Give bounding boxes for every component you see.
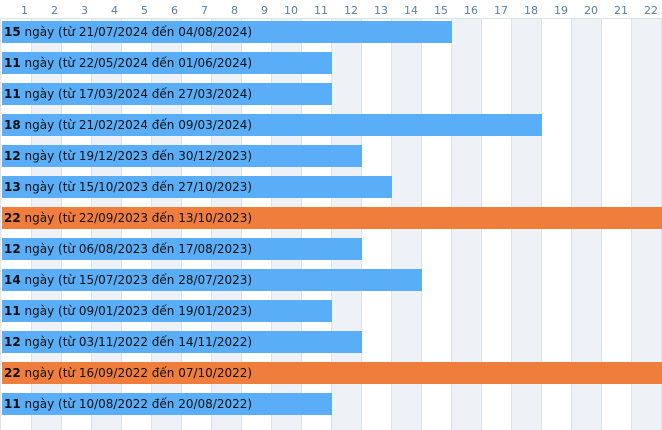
- bar-value: 11: [4, 87, 21, 101]
- bar: [2, 145, 362, 167]
- x-tick-label: 8: [231, 4, 238, 17]
- x-tick-label: 12: [344, 4, 358, 17]
- x-tick-label: 3: [81, 4, 88, 17]
- bar: [2, 393, 332, 415]
- x-tick-label: 5: [141, 4, 148, 17]
- bar-date-range: ngày (từ 10/08/2022 đến 20/08/2022): [20, 397, 253, 411]
- bar-value: 15: [4, 25, 21, 39]
- x-tick-label: 13: [374, 4, 388, 17]
- bar-value: 18: [4, 118, 21, 132]
- bar: [2, 21, 452, 43]
- x-tick-label: 15: [434, 4, 448, 17]
- bar: [2, 300, 332, 322]
- bar-label: 15 ngày (từ 21/07/2024 đến 04/08/2024): [4, 21, 252, 43]
- bar: [2, 331, 362, 353]
- x-tick-label: 20: [584, 4, 598, 17]
- x-tick-label: 21: [614, 4, 628, 17]
- x-tick-label: 9: [261, 4, 268, 17]
- bar-label: 11 ngày (từ 10/08/2022 đến 20/08/2022): [4, 393, 252, 415]
- bar-value: 11: [4, 304, 21, 318]
- x-tick-label: 17: [494, 4, 508, 17]
- bar-value: 12: [4, 242, 21, 256]
- bar-date-range: ngày (từ 03/11/2022 đến 14/11/2022): [20, 335, 253, 349]
- x-tick-label: 18: [524, 4, 538, 17]
- bar-date-range: ngày (từ 21/02/2024 đến 09/03/2024): [20, 118, 253, 132]
- bar: [2, 176, 392, 198]
- bar: [2, 269, 422, 291]
- bar-value: 12: [4, 335, 21, 349]
- bar-label: 18 ngày (từ 21/02/2024 đến 09/03/2024): [4, 114, 252, 136]
- bar-label: 13 ngày (từ 15/10/2023 đến 27/10/2023): [4, 176, 252, 198]
- bar: [2, 52, 332, 74]
- x-tick-label: 19: [554, 4, 568, 17]
- x-tick-label: 10: [284, 4, 298, 17]
- bar-date-range: ngày (từ 22/05/2024 đến 01/06/2024): [20, 56, 253, 70]
- bar-label: 22 ngày (từ 22/09/2023 đến 13/10/2023): [4, 207, 252, 229]
- bar-highlight: [2, 207, 662, 229]
- bar-value: 14: [4, 273, 21, 287]
- bar-date-range: ngày (từ 16/09/2022 đến 07/10/2022): [20, 366, 253, 380]
- bar-value: 22: [4, 366, 21, 380]
- bar-label: 11 ngày (từ 09/01/2023 đến 19/01/2023): [4, 300, 252, 322]
- x-tick-label: 6: [171, 4, 178, 17]
- bar-label: 22 ngày (từ 16/09/2022 đến 07/10/2022): [4, 362, 252, 384]
- x-tick-label: 14: [404, 4, 418, 17]
- bar-date-range: ngày (từ 19/12/2023 đến 30/12/2023): [20, 149, 253, 163]
- bar-label: 12 ngày (từ 03/11/2022 đến 14/11/2022): [4, 331, 252, 353]
- x-tick-label: 1: [21, 4, 28, 17]
- bar-value: 12: [4, 149, 21, 163]
- x-tick-label: 22: [644, 4, 658, 17]
- bar-date-range: ngày (từ 09/01/2023 đến 19/01/2023): [20, 304, 253, 318]
- bar-value: 11: [4, 397, 21, 411]
- x-tick-label: 16: [464, 4, 478, 17]
- bar-value: 11: [4, 56, 21, 70]
- bar-label: 12 ngày (từ 19/12/2023 đến 30/12/2023): [4, 145, 252, 167]
- bar-date-range: ngày (từ 17/03/2024 đến 27/03/2024): [20, 87, 253, 101]
- x-tick-label: 4: [111, 4, 118, 17]
- bar-value: 13: [4, 180, 21, 194]
- bar-value: 22: [4, 211, 21, 225]
- bar-date-range: ngày (từ 15/07/2023 đến 28/07/2023): [20, 273, 253, 287]
- x-tick-label: 2: [51, 4, 58, 17]
- bar: [2, 114, 542, 136]
- bar: [2, 238, 362, 260]
- bar-date-range: ngày (từ 15/10/2023 đến 27/10/2023): [20, 180, 253, 194]
- bar: [2, 83, 332, 105]
- bar-date-range: ngày (từ 21/07/2024 đến 04/08/2024): [20, 25, 253, 39]
- bar-label: 14 ngày (từ 15/07/2023 đến 28/07/2023): [4, 269, 252, 291]
- bar-date-range: ngày (từ 22/09/2023 đến 13/10/2023): [20, 211, 253, 225]
- bar-date-range: ngày (từ 06/08/2023 đến 17/08/2023): [20, 242, 253, 256]
- bar-label: 11 ngày (từ 17/03/2024 đến 27/03/2024): [4, 83, 252, 105]
- x-tick-label: 11: [314, 4, 328, 17]
- bar-label: 12 ngày (từ 06/08/2023 đến 17/08/2023): [4, 238, 252, 260]
- x-tick-label: 7: [201, 4, 208, 17]
- bar-highlight: [2, 362, 662, 384]
- bar-label: 11 ngày (từ 22/05/2024 đến 01/06/2024): [4, 52, 252, 74]
